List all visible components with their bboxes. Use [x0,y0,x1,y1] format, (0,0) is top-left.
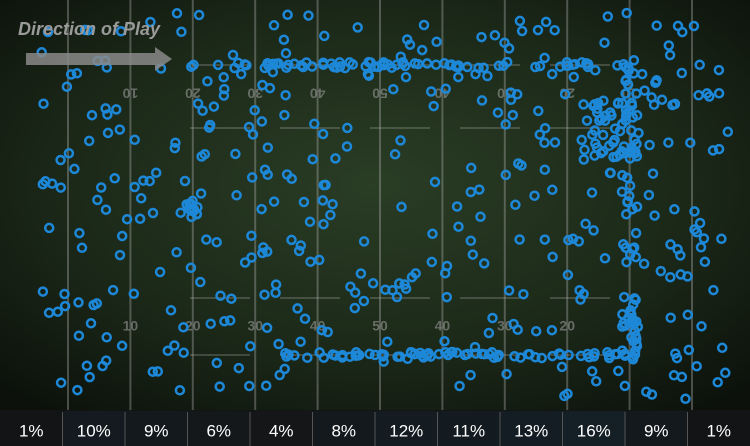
yard-number: 50 [372,85,388,101]
zone-percent: 1% [706,421,731,440]
zone-percent: 4% [269,421,294,440]
zone-percent: 9% [644,421,669,440]
zone-percent: 1% [19,421,44,440]
zone-percent: 11% [452,421,485,440]
yard-number: 40 [310,85,326,101]
yard-number: 10 [122,85,138,101]
zone-percent: 12% [389,421,423,440]
zone-percent: 9% [144,421,169,440]
yard-number: 30 [247,318,263,334]
yard-number: 50 [372,318,388,334]
zone-percent: 13% [514,421,548,440]
yard-number: 40 [435,318,451,334]
title: Direction of Play [18,19,161,39]
zone-percent: 10% [77,421,111,440]
yard-number: 20 [559,318,575,334]
yard-number: 10 [123,318,139,334]
zone-percent: 8% [331,421,356,440]
zone-percent: 6% [206,421,231,440]
zone-percent: 16% [577,421,611,440]
chart: 101020203030404050504040303020201010 Dir… [0,0,750,446]
